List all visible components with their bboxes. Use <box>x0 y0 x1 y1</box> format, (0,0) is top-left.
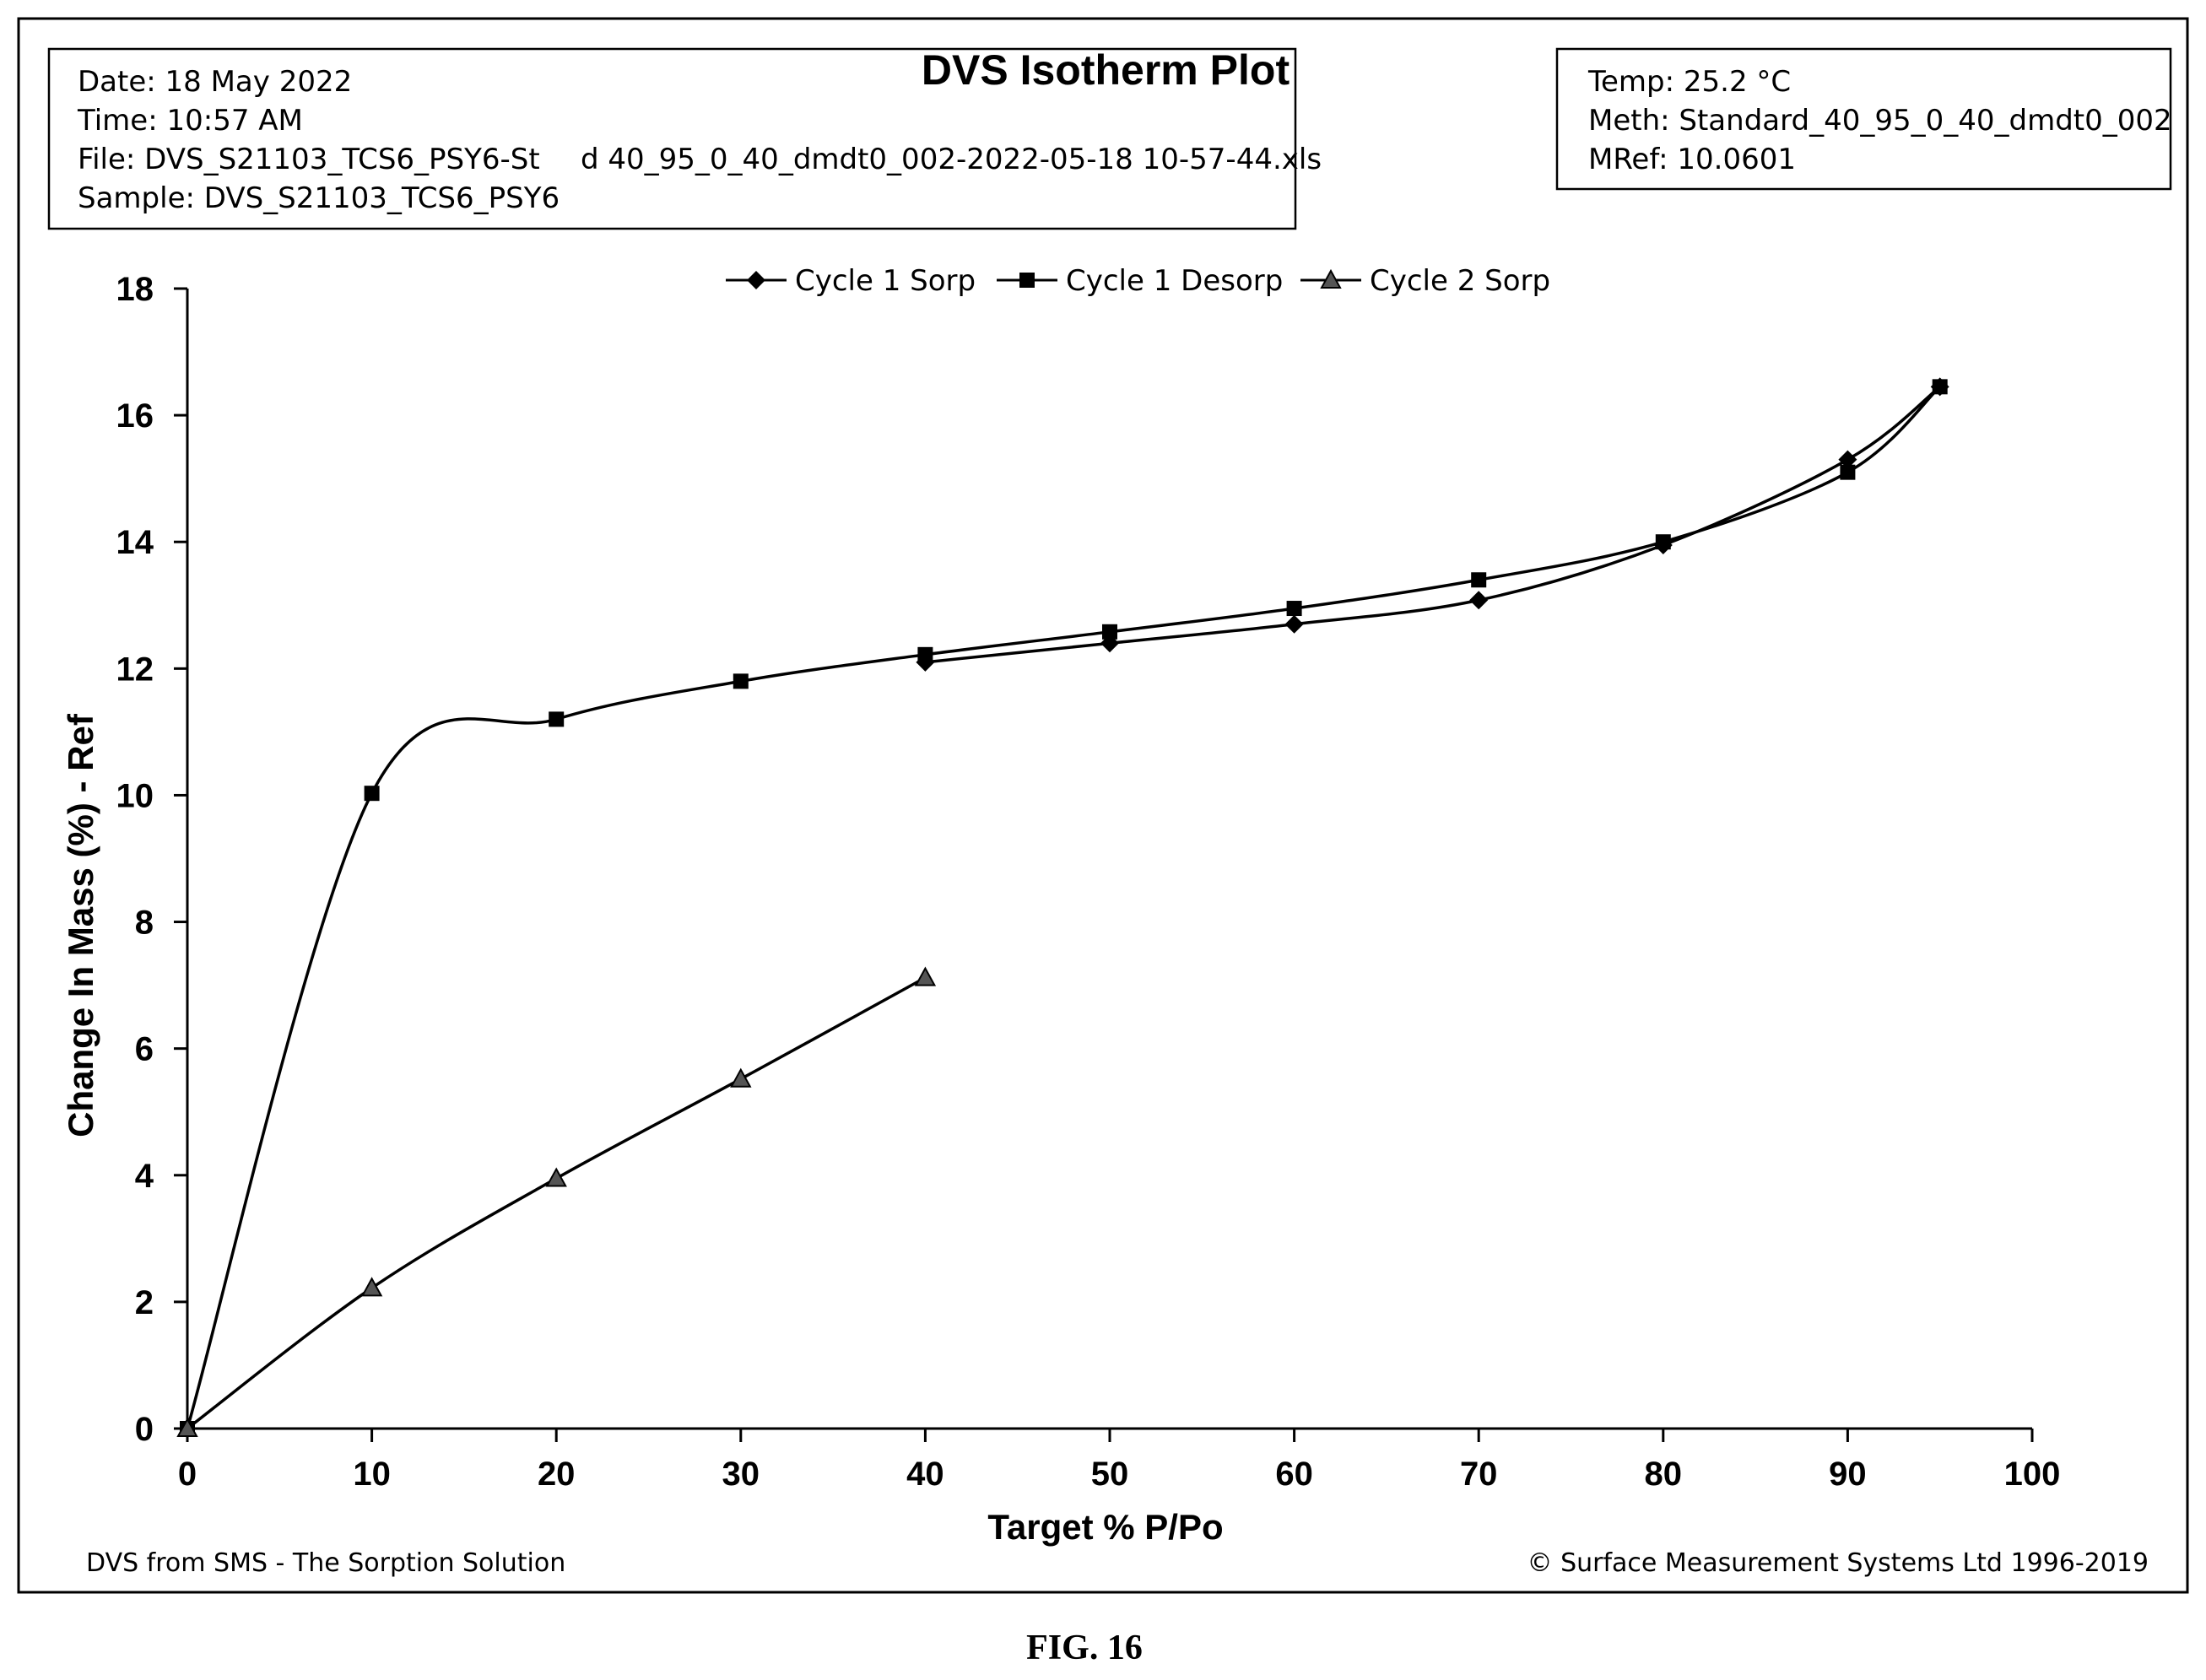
data-point <box>545 1167 567 1187</box>
y-tick-label: 2 <box>135 1284 154 1321</box>
data-point <box>1471 572 1487 588</box>
legend-label: Cycle 2 Sorp <box>1370 264 1550 298</box>
y-tick-label: 10 <box>116 777 154 814</box>
legend-marker <box>1019 273 1035 288</box>
chart-axes <box>186 289 2032 1430</box>
info-time: Time: 10:57 AM <box>77 104 303 138</box>
data-point <box>364 786 380 802</box>
x-axis-label: Target % P/Po <box>987 1507 1223 1547</box>
info-temp: Temp: 25.2 °C <box>1587 65 1791 99</box>
footer-right: © Surface Measurement Systems Ltd 1996-2… <box>1527 1548 2149 1578</box>
y-tick-label: 18 <box>116 271 154 308</box>
legend-label: Cycle 1 Sorp <box>795 264 976 298</box>
legend-marker <box>747 271 765 289</box>
data-point <box>1102 624 1117 640</box>
series-line <box>925 385 1941 664</box>
series-cycle-1-sorp <box>916 377 1949 672</box>
x-tick-label: 10 <box>353 1456 391 1493</box>
series-line <box>186 386 1941 1429</box>
data-point <box>1932 379 1948 395</box>
series-cycle-1-desorp <box>180 379 1948 1436</box>
info-mref: MRef: 10.0601 <box>1588 143 1796 176</box>
data-point <box>730 1067 752 1088</box>
y-tick-label: 16 <box>116 397 154 435</box>
legend-entry: Cycle 1 Desorp <box>997 264 1283 298</box>
x-tick-label: 0 <box>178 1456 197 1493</box>
legend-marker <box>1320 268 1342 289</box>
x-tick-label: 80 <box>1645 1456 1683 1493</box>
axis-ticks: 0 10 20 30 40 50 60 70 80 90 100 0 2 4 6 8 10 12 14 16 18 <box>116 271 2061 1493</box>
x-tick-label: 20 <box>538 1456 576 1493</box>
x-tick-label: 30 <box>722 1456 760 1493</box>
chart-legend: Cycle 1 Sorp Cycle 1 Desorp Cycle 2 Sorp <box>726 264 1550 298</box>
y-tick-label: 4 <box>135 1158 154 1195</box>
x-tick-label: 90 <box>1829 1456 1867 1493</box>
x-tick-label: 60 <box>1275 1456 1313 1493</box>
data-point <box>176 1417 198 1437</box>
x-tick-label: 50 <box>1091 1456 1129 1493</box>
data-point <box>1655 534 1671 550</box>
series-cycle-2-sorp <box>176 966 937 1437</box>
info-box-right <box>1555 47 2172 191</box>
data-point <box>1469 591 1489 610</box>
info-file-part2: d 40_95_0_40_dmdt0_002-2022-05-18 10-57-… <box>581 143 1322 176</box>
legend-entry: Cycle 2 Sorp <box>1300 264 1550 298</box>
footer-left: DVS from SMS - The Sorption Solution <box>86 1548 565 1578</box>
info-file-part1: File: DVS_S21103_TCS6_PSY6-St <box>78 143 540 176</box>
data-point <box>360 1277 383 1297</box>
data-point <box>917 646 933 662</box>
info-date: Date: 18 May 2022 <box>78 65 352 99</box>
data-point <box>733 673 749 689</box>
legend-entry: Cycle 1 Sorp <box>726 264 976 298</box>
y-tick-label: 12 <box>116 651 154 688</box>
y-tick-label: 0 <box>135 1411 154 1448</box>
x-tick-label: 70 <box>1460 1456 1498 1493</box>
x-tick-label: 40 <box>906 1456 944 1493</box>
chart-title: DVS Isotherm Plot <box>922 46 1290 94</box>
legend-label: Cycle 1 Desorp <box>1066 264 1283 298</box>
series-line <box>186 976 927 1430</box>
info-sample: Sample: DVS_S21103_TCS6_PSY6 <box>78 181 560 215</box>
data-point <box>1838 450 1857 469</box>
x-tick-label: 100 <box>2004 1456 2061 1493</box>
y-tick-label: 6 <box>135 1031 154 1068</box>
data-point <box>1284 614 1304 634</box>
y-axis-label: Change In Mass (%) - Ref <box>61 713 100 1137</box>
data-point <box>914 966 937 986</box>
info-meth: Meth: Standard_40_95_0_40_dmdt0_002 <box>1588 104 2172 138</box>
data-point <box>549 711 565 727</box>
data-point <box>1286 601 1302 617</box>
info-box-left <box>47 47 1297 230</box>
y-tick-label: 8 <box>135 905 154 942</box>
chart-series <box>176 377 1949 1437</box>
y-tick-label: 14 <box>116 524 154 561</box>
figure-label: FIG. 16 <box>1026 1629 1143 1667</box>
figure-frame <box>17 17 2189 1594</box>
data-point <box>1840 464 1856 480</box>
